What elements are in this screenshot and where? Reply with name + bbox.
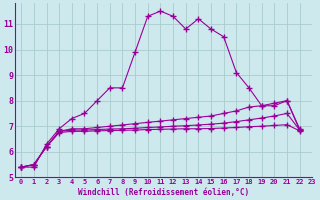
X-axis label: Windchill (Refroidissement éolien,°C): Windchill (Refroidissement éolien,°C)	[78, 188, 249, 197]
